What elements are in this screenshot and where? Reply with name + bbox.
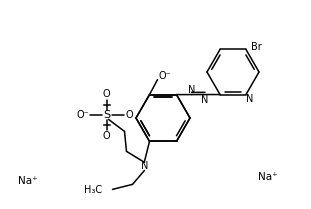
- Text: O: O: [103, 89, 110, 99]
- Text: O⁻: O⁻: [158, 71, 171, 81]
- Text: N: N: [246, 93, 254, 103]
- Text: N: N: [201, 94, 208, 104]
- Text: N: N: [141, 161, 148, 171]
- Text: Na⁺: Na⁺: [18, 176, 38, 186]
- Text: H₃C: H₃C: [84, 185, 103, 195]
- Text: Br: Br: [251, 42, 261, 52]
- Text: N: N: [188, 85, 195, 95]
- Text: Na⁺: Na⁺: [258, 172, 278, 182]
- Text: O: O: [126, 110, 133, 120]
- Text: O⁻: O⁻: [76, 110, 89, 120]
- Text: O: O: [103, 131, 110, 141]
- Text: S: S: [103, 110, 110, 120]
